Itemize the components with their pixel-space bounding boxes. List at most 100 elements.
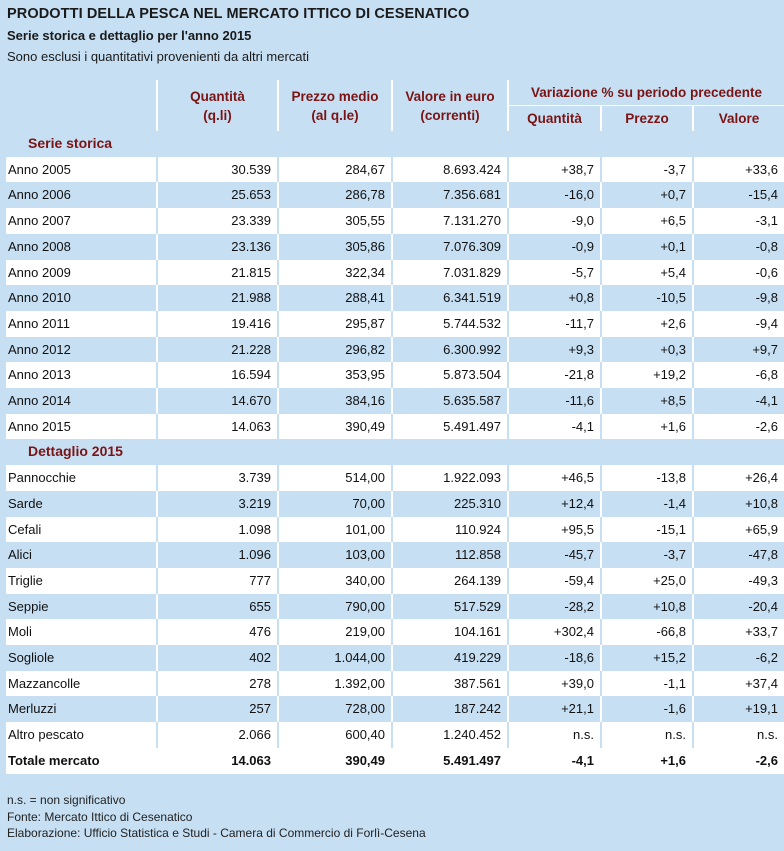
row-label: Moli	[6, 619, 158, 646]
cell-var-valore: -6,8	[693, 362, 784, 389]
table-row: Pannocchie 3.739 514,00 1.922.093 +46,5 -13,8…	[6, 465, 784, 491]
cell-var-prezzo: +19,2	[601, 362, 694, 389]
cell-prezzo: 322,34	[278, 259, 393, 286]
header-var-quantita: Quantità	[508, 105, 602, 131]
row-label: Sogliole	[6, 645, 158, 671]
row-label: Triglie	[6, 567, 158, 594]
cell-var-quantita: -9,0	[508, 208, 602, 234]
cell-quantita: 1.098	[157, 516, 279, 543]
row-label: Anno 2008	[6, 233, 158, 260]
cell-var-quantita: -21,8	[508, 362, 602, 389]
table-row: Anno 2011 19.416 295,87 5.744.532 -11,7 +2,6-…	[6, 310, 784, 337]
row-label: Anno 2012	[6, 336, 158, 363]
table-row: Altro pescato 2.066 600,40 1.240.452 n.s. n.s…	[6, 722, 784, 748]
row-label: Totale mercato	[6, 747, 158, 774]
row-label: Alici	[6, 542, 158, 568]
cell-var-quantita: +46,5	[508, 465, 602, 491]
cell-var-quantita: +302,4	[508, 619, 602, 646]
cell-quantita: 777	[157, 567, 279, 594]
cell-var-valore: -20,4	[693, 593, 784, 620]
cell-var-valore: -9,4	[693, 310, 784, 337]
cell-prezzo: 305,55	[278, 208, 393, 234]
cell-var-prezzo: -1,6	[601, 696, 694, 723]
cell-var-valore: +33,6	[693, 156, 784, 183]
cell-prezzo: 514,00	[278, 465, 393, 491]
cell-prezzo: 305,86	[278, 233, 393, 260]
cell-var-quantita: +21,1	[508, 696, 602, 723]
cell-var-prezzo: -1,4	[601, 490, 694, 517]
cell-var-valore: -0,8	[693, 233, 784, 260]
cell-valore: 6.341.519	[392, 285, 509, 311]
cell-valore: 225.310	[392, 490, 509, 517]
cell-valore: 104.161	[392, 619, 509, 646]
row-label: Anno 2006	[6, 182, 158, 209]
cell-prezzo: 600,40	[278, 722, 393, 748]
cell-prezzo: 219,00	[278, 619, 393, 646]
page-title: PRODOTTI DELLA PESCA NEL MERCATO ITTICO …	[7, 6, 470, 22]
cell-quantita: 21.228	[157, 336, 279, 363]
row-label: Pannocchie	[6, 465, 158, 491]
cell-prezzo: 790,00	[278, 593, 393, 620]
cell-valore: 5.635.587	[392, 388, 509, 414]
table-row: Anno 2005 30.539 284,67 8.693.424 +38,7 -3,7 +…	[6, 156, 784, 183]
cell-valore: 187.242	[392, 696, 509, 723]
cell-valore: 5.491.497	[392, 747, 509, 774]
section-header-dettaglio: Dettaglio 2015	[6, 439, 784, 466]
table-row: Anno 2008 23.136 305,86 7.076.309 -0,9 +0,1 -0…	[6, 233, 784, 260]
cell-valore: 419.229	[392, 645, 509, 671]
header-prezzo-line1: Prezzo medio	[291, 88, 379, 104]
cell-prezzo: 1.044,00	[278, 645, 393, 671]
header-variazione: Variazione % su periodo precedente	[508, 80, 784, 106]
header-var-prezzo: Prezzo	[601, 105, 694, 131]
cell-prezzo: 390,49	[278, 413, 393, 440]
table-row: Anno 2007 23.339 305,55 7.131.270 -9,0 +6,5 -3…	[6, 208, 784, 234]
cell-quantita: 2.066	[157, 722, 279, 748]
table-row: Anno 2006 25.653 286,78 7.356.681 -16,0 +0,7-…	[6, 182, 784, 209]
table-row: Merluzzi 257 728,00 187.242 +21,1 -1,6 +19,1	[6, 696, 784, 723]
cell-prezzo: 101,00	[278, 516, 393, 543]
cell-var-quantita: +39,0	[508, 670, 602, 697]
cell-prezzo: 1.392,00	[278, 670, 393, 697]
cell-var-quantita: -5,7	[508, 259, 602, 286]
cell-valore: 264.139	[392, 567, 509, 594]
cell-var-quantita: -4,1	[508, 413, 602, 440]
cell-var-valore: +33,7	[693, 619, 784, 646]
table-body: Serie storica Anno 2005 30.539 284,67 8.693…	[6, 131, 784, 774]
footnotes: n.s. = non significativo Fonte: Mercato …	[7, 792, 426, 842]
cell-var-prezzo: -10,5	[601, 285, 694, 311]
cell-var-prezzo: -3,7	[601, 542, 694, 568]
cell-var-quantita: -59,4	[508, 567, 602, 594]
cell-var-valore: -49,3	[693, 567, 784, 594]
cell-var-quantita: -28,2	[508, 593, 602, 620]
cell-var-prezzo: +0,7	[601, 182, 694, 209]
cell-var-prezzo: -66,8	[601, 619, 694, 646]
table-row: Mazzancolle 278 1.392,00 387.561 +39,0 -1,1 +3…	[6, 670, 784, 697]
cell-valore: 112.858	[392, 542, 509, 568]
cell-var-valore: -0,6	[693, 259, 784, 286]
row-label: Anno 2010	[6, 285, 158, 311]
cell-var-prezzo: +10,8	[601, 593, 694, 620]
cell-quantita: 476	[157, 619, 279, 646]
cell-quantita: 14.063	[157, 413, 279, 440]
cell-valore: 5.744.532	[392, 310, 509, 337]
cell-quantita: 257	[157, 696, 279, 723]
cell-var-valore: +37,4	[693, 670, 784, 697]
footnote-ns: n.s. = non significativo	[7, 793, 126, 807]
cell-prezzo: 70,00	[278, 490, 393, 517]
cell-var-prezzo: +6,5	[601, 208, 694, 234]
table-row: Anno 2012 21.228 296,82 6.300.992 +9,3 +0,3 +9…	[6, 336, 784, 363]
cell-var-quantita: -16,0	[508, 182, 602, 209]
table-row: Moli 476 219,00 104.161 +302,4 -66,8 +33,7	[6, 619, 784, 646]
row-label: Anno 2013	[6, 362, 158, 389]
cell-var-valore: -47,8	[693, 542, 784, 568]
cell-valore: 7.131.270	[392, 208, 509, 234]
cell-valore: 1.922.093	[392, 465, 509, 491]
table-row: Anno 2014 14.670 384,16 5.635.587 -11,6 +8,5-…	[6, 388, 784, 414]
section-title-dettaglio: Dettaglio 2015	[6, 439, 784, 466]
cell-var-prezzo: -1,1	[601, 670, 694, 697]
cell-var-quantita: -18,6	[508, 645, 602, 671]
cell-quantita: 19.416	[157, 310, 279, 337]
table-row: Seppie 655 790,00 517.529 -28,2 +10,8 -20,4	[6, 593, 784, 620]
cell-valore: 5.873.504	[392, 362, 509, 389]
